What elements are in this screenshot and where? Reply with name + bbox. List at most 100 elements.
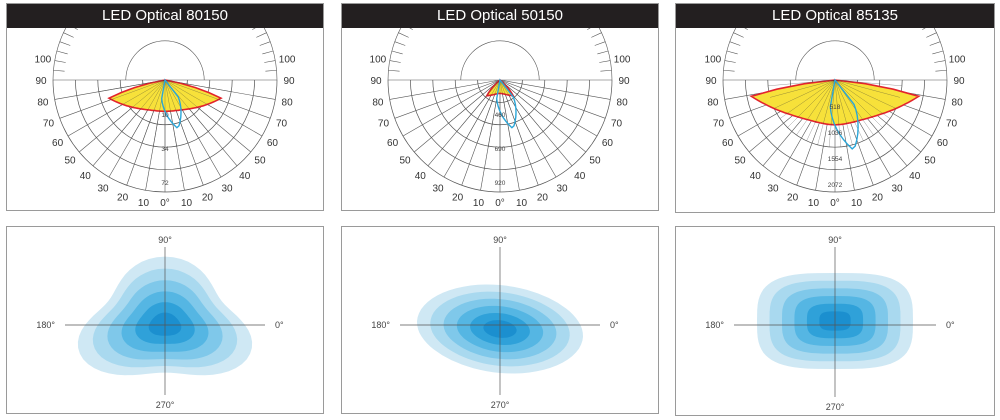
polar-spoke-overlay — [828, 79, 836, 147]
angle-label-left: 30 — [432, 183, 444, 194]
heat-axis-label-top: 90° — [493, 235, 507, 245]
heatmap-1: 90° 270° 180° 0° — [36, 235, 284, 410]
heatmap-panel-1: 90° 270° 180° 0° — [6, 226, 324, 414]
angle-label-zero: 0° — [160, 198, 170, 209]
intensity-curve-c90 — [495, 78, 517, 129]
panel-title-3: LED Optical 85135 — [676, 4, 994, 28]
intensity-curve-c90 — [160, 78, 182, 129]
scale-label: 10 — [161, 112, 169, 119]
panel-title-1: LED Optical 80150 — [7, 4, 323, 28]
angle-label-left: 70 — [378, 118, 390, 129]
polar-panel-1: LED Optical 80150 100 100 90 90 80 80 70 70 60 60… — [6, 3, 324, 211]
polar-tick — [74, 28, 78, 30]
polar-spoke-overlay — [834, 79, 896, 109]
heat-axis-label-bottom: 270° — [826, 402, 845, 412]
polar-spoke-overlay — [817, 79, 836, 145]
polar-tick — [409, 28, 413, 30]
polar-spoke-overlay — [164, 79, 177, 147]
polar-spoke-overlay — [466, 79, 501, 139]
angle-label-zero: 0° — [830, 198, 840, 209]
polar-tick — [723, 69, 735, 72]
polar-spoke-overlay — [98, 79, 166, 92]
polar-cap — [795, 40, 875, 81]
angle-label-right: 10 — [516, 198, 528, 209]
angle-label-right: 10 — [181, 198, 193, 209]
angle-label-left: 40 — [750, 171, 762, 182]
polar-spoke-overlay — [806, 79, 836, 141]
angle-label-left: 90 — [35, 76, 47, 87]
heat-axis-label-left: 180° — [705, 320, 724, 330]
angle-label-right: 50 — [924, 156, 936, 167]
angle-label-left: 80 — [37, 98, 49, 109]
polar-tick — [594, 41, 606, 46]
polar-spoke-overlay — [834, 79, 902, 87]
polar-tick — [259, 41, 271, 46]
angle-label-left: 80 — [372, 98, 384, 109]
polar-spoke — [499, 79, 606, 119]
scale-label: 518 — [830, 104, 841, 111]
polar-tick — [929, 41, 941, 46]
polar-tick — [733, 32, 744, 38]
angle-label-left: 80 — [707, 98, 719, 109]
polar-tick — [252, 28, 256, 30]
polar-spoke-overlay — [164, 79, 199, 139]
polar-upper-arc — [933, 28, 948, 81]
polar-spoke-overlay — [796, 79, 836, 136]
angle-label-left: 50 — [399, 156, 411, 167]
angle-label-left: 40 — [80, 171, 92, 182]
scale-label: 72 — [161, 180, 169, 187]
polar-tick — [591, 32, 602, 38]
angle-label-right: 60 — [937, 138, 949, 149]
polar-spoke-overlay — [834, 79, 883, 128]
polar-cap — [460, 40, 540, 81]
polar-tick — [265, 69, 277, 72]
angle-label-right: 30 — [891, 183, 903, 194]
angle-label-left: 60 — [387, 138, 399, 149]
polar-tick — [926, 32, 937, 38]
polar-spoke-overlay — [787, 79, 836, 128]
polar-panel-3: LED Optical 85135 100 100 90 90 80 80 70 70 60 60… — [675, 3, 995, 213]
intensity-curve-c0 — [749, 79, 921, 126]
polar-tick — [54, 60, 66, 63]
angle-label-right: 90 — [618, 76, 630, 87]
angle-label-left: 50 — [734, 156, 746, 167]
heat-axis-label-left: 180° — [36, 320, 55, 330]
polar-spoke-overlay — [164, 79, 189, 144]
angle-label-right: 80 — [952, 98, 964, 109]
angle-label-left: 70 — [713, 118, 725, 129]
polar-tick — [394, 41, 406, 46]
angle-label-left: 20 — [117, 193, 129, 204]
polar-spoke-overlay — [499, 79, 534, 139]
angle-label-right: 30 — [221, 183, 233, 194]
angle-label-right: 30 — [556, 183, 568, 194]
angle-label-right: 40 — [239, 171, 251, 182]
polar-spoke-overlay — [779, 79, 836, 119]
polar-tick — [935, 69, 947, 72]
scale-label: 690 — [495, 146, 506, 153]
angle-label-right: 20 — [202, 193, 214, 204]
angle-label-right: 90 — [953, 76, 965, 87]
angle-label-right: 60 — [267, 138, 279, 149]
polar-upper-arc — [598, 28, 613, 81]
angle-label-right: 60 — [602, 138, 614, 149]
polar-tick — [724, 60, 736, 63]
heat-axis-label-right: 0° — [610, 320, 619, 330]
polar-spoke-overlay — [456, 79, 501, 132]
angle-label-left: 10 — [473, 198, 485, 209]
angle-label-left: 30 — [767, 183, 779, 194]
angle-label-right: 40 — [909, 171, 921, 182]
polar-spoke-overlay — [834, 79, 853, 145]
angle-label-left: 100 — [705, 54, 722, 65]
angle-label-right: 50 — [589, 156, 601, 167]
angle-label-left: 30 — [97, 183, 109, 194]
angle-label-right: 90 — [283, 76, 295, 87]
angle-label-right: 70 — [276, 118, 288, 129]
polar-tick — [391, 50, 403, 55]
heat-axis-label-right: 0° — [275, 320, 284, 330]
polar-tick — [59, 41, 71, 46]
heat-axis-label-bottom: 270° — [156, 400, 175, 410]
polar-spoke-overlay — [476, 79, 501, 144]
angle-label-left: 60 — [722, 138, 734, 149]
